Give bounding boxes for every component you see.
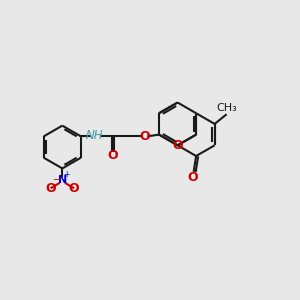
Text: +: + bbox=[64, 170, 70, 179]
Text: O: O bbox=[45, 182, 56, 195]
Text: −: − bbox=[53, 175, 61, 185]
Text: NH: NH bbox=[86, 129, 104, 142]
Text: N: N bbox=[58, 175, 67, 185]
Text: O: O bbox=[188, 171, 198, 184]
Text: O: O bbox=[139, 130, 150, 143]
Text: CH₃: CH₃ bbox=[216, 103, 237, 113]
Text: O: O bbox=[107, 149, 118, 162]
Text: O: O bbox=[172, 139, 183, 152]
Text: O: O bbox=[69, 182, 80, 195]
